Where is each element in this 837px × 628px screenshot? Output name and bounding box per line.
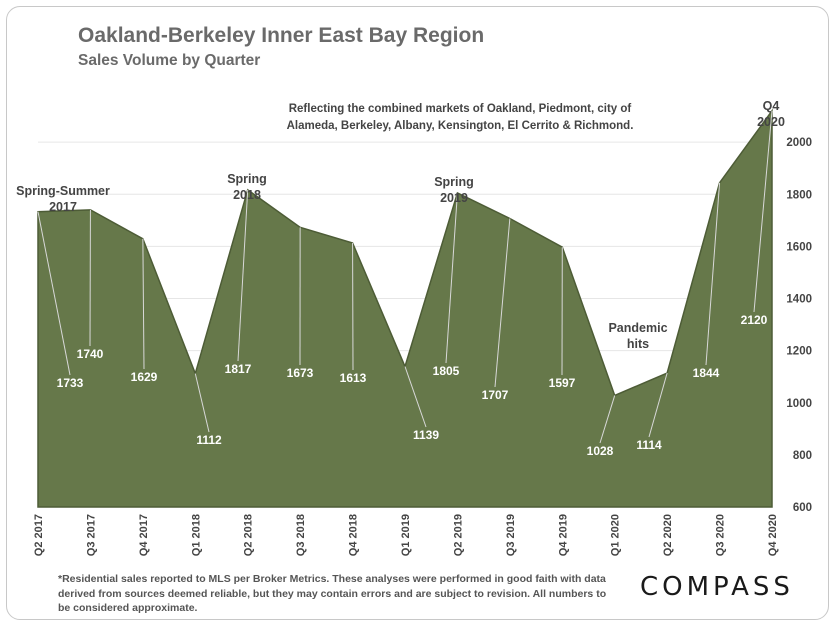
x-tick-label: Q2 2019 bbox=[452, 514, 464, 556]
data-label: 1673 bbox=[287, 366, 314, 380]
x-axis: Q2 2017 Q3 2017 Q4 2017 Q1 2018 Q2 2018 Q3 20… bbox=[33, 514, 779, 556]
data-label: 1629 bbox=[131, 370, 158, 384]
data-label: 2120 bbox=[741, 313, 768, 327]
leader-line bbox=[237, 189, 249, 362]
x-tick-label: Q1 2019 bbox=[400, 514, 412, 556]
y-tick-label: 1800 bbox=[786, 189, 812, 201]
y-tick-label: 2000 bbox=[786, 137, 812, 149]
region-note: Reflecting the combined markets of Oakla… bbox=[286, 103, 634, 132]
x-tick-label: Q4 2019 bbox=[557, 514, 569, 556]
data-label: 1112 bbox=[196, 433, 222, 447]
y-tick-label: 1600 bbox=[786, 241, 812, 253]
data-label: 1805 bbox=[433, 364, 460, 378]
data-labels: 1733 1740 1629 1112 1817 1673 1613 1139 1805 1707… bbox=[37, 110, 773, 458]
x-tick-label: Q3 2018 bbox=[295, 514, 307, 556]
x-tick-label: Q3 2020 bbox=[715, 514, 727, 556]
y-tick-label: 800 bbox=[793, 450, 812, 462]
leader-line bbox=[142, 238, 145, 370]
annotation-label: Pandemic hits bbox=[608, 321, 667, 351]
x-tick-label: Q1 2020 bbox=[610, 514, 622, 556]
y-tick-label: 600 bbox=[793, 502, 812, 514]
annotation-line: Spring bbox=[227, 172, 267, 186]
annotation-line: Spring-Summer bbox=[16, 184, 110, 198]
annotation-line: 2020 bbox=[757, 115, 785, 129]
leader-line bbox=[37, 211, 71, 376]
leader-line bbox=[648, 372, 668, 438]
area-series bbox=[37, 108, 773, 508]
data-label: 1817 bbox=[225, 362, 252, 376]
data-label: 1844 bbox=[693, 366, 720, 380]
annotation-label: Spring 2019 bbox=[434, 175, 474, 205]
y-axis: 600 800 1000 1200 1400 1600 1800 2000 bbox=[786, 137, 812, 514]
data-label: 1597 bbox=[549, 376, 576, 390]
x-tick-label: Q4 2020 bbox=[767, 514, 779, 556]
annotation-label: Q4 2020 bbox=[757, 99, 785, 129]
x-tick-label: Q4 2017 bbox=[138, 514, 150, 556]
y-tick-label: 1000 bbox=[786, 398, 812, 410]
x-tick-label: Q2 2017 bbox=[33, 514, 45, 556]
x-tick-label: Q3 2019 bbox=[505, 514, 517, 556]
annotation-line: 2017 bbox=[49, 200, 77, 214]
annotation-line: 2019 bbox=[440, 191, 468, 205]
annotations: Spring-Summer 2017 Spring 2018 Spring 2019 Pan… bbox=[16, 99, 785, 351]
data-label: 1114 bbox=[636, 438, 662, 452]
y-tick-label: 1400 bbox=[786, 294, 812, 306]
annotation-line: Pandemic bbox=[608, 321, 667, 335]
x-tick-label: Q2 2020 bbox=[662, 514, 674, 556]
leader-line bbox=[494, 218, 511, 388]
leader-line bbox=[599, 395, 616, 444]
data-label: 1707 bbox=[482, 388, 509, 402]
data-label: 1613 bbox=[340, 371, 367, 385]
data-label: 1733 bbox=[57, 376, 84, 390]
annotation-line: Spring bbox=[434, 175, 474, 189]
compass-logo: COMPASS bbox=[640, 572, 794, 602]
leader-line bbox=[445, 192, 458, 364]
leader-line bbox=[705, 182, 721, 366]
annotation-line: Q4 bbox=[763, 99, 780, 113]
annotation-line: hits bbox=[627, 337, 649, 351]
y-tick-label: 1200 bbox=[786, 346, 812, 358]
x-tick-label: Q4 2018 bbox=[348, 514, 360, 556]
leader-line bbox=[194, 373, 210, 433]
chart-title: Oakland-Berkeley Inner East Bay Region bbox=[78, 24, 485, 47]
area-fill bbox=[37, 108, 773, 508]
data-label: 1028 bbox=[587, 444, 614, 458]
x-tick-label: Q3 2017 bbox=[85, 514, 97, 556]
leader-line bbox=[753, 110, 773, 313]
x-tick-label: Q1 2018 bbox=[190, 514, 202, 556]
annotation-label: Spring 2018 bbox=[227, 172, 267, 202]
data-label: 1139 bbox=[413, 428, 439, 442]
annotation-label: Spring-Summer 2017 bbox=[16, 184, 110, 214]
chart-subtitle: Sales Volume by Quarter bbox=[78, 52, 261, 69]
data-label: 1740 bbox=[77, 347, 104, 361]
leader-line bbox=[404, 366, 427, 428]
annotation-line: 2018 bbox=[233, 188, 261, 202]
footnote: *Residential sales reported to MLS per B… bbox=[58, 573, 607, 614]
x-tick-label: Q2 2018 bbox=[243, 514, 255, 556]
